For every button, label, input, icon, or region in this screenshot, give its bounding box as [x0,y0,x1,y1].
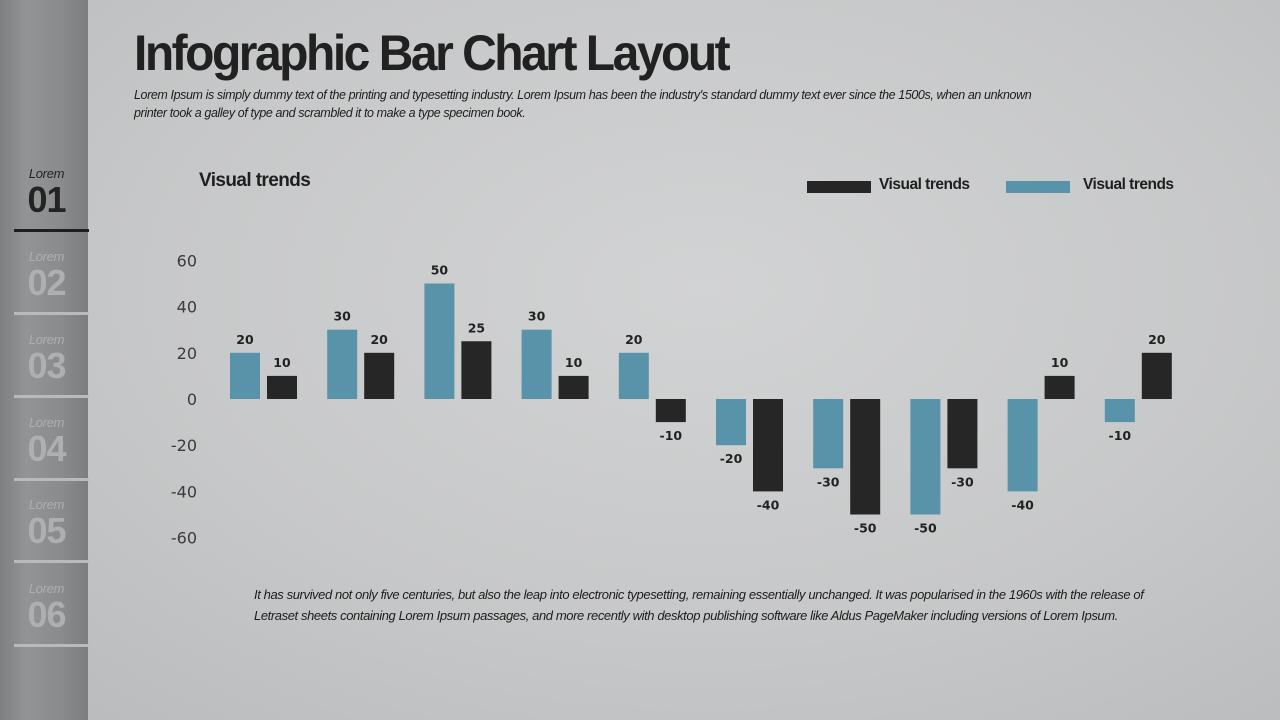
nav-item-number: 01 [27,179,66,220]
bar-blue [424,283,455,399]
y-tick-label: 0 [187,390,197,409]
bar-value-label: 20 [370,332,388,347]
bar-dark [655,399,686,423]
nav-item-number: 06 [27,594,66,635]
page-title: Infographic Bar Chart Layout [134,25,731,81]
y-tick-label: 20 [177,344,197,363]
bar-dark [1044,375,1075,399]
chart-title: Visual trends [199,170,311,191]
y-tick-label: -20 [171,436,197,455]
bar-value-label: -10 [1109,428,1132,443]
bar-blue [716,399,746,446]
nav-item-underline [14,644,89,647]
bar-value-label: 50 [431,263,449,278]
bar-value-label: 25 [468,320,485,335]
nav-item-05[interactable]: Lorem 05 [14,491,89,563]
bar-value-label: -40 [1011,497,1034,512]
bar-value-label: -30 [817,474,840,489]
nav-item-underline [14,229,89,232]
legend-swatch-blue [1006,181,1070,193]
nav-item-underline [14,312,89,315]
bar-value-label: 20 [1148,332,1166,347]
bar-dark [461,341,492,399]
bar-value-label: 10 [565,355,583,370]
y-tick-label: 40 [177,298,197,317]
nav-item-02[interactable]: Lorem 02 [14,243,89,315]
bar-value-label: -50 [914,521,937,536]
bar-blue [1007,399,1038,492]
bar-dark [558,375,589,399]
bar-dark [947,399,978,469]
bar-value-label: -40 [757,497,780,512]
footer-paragraph: It has survived not only five centuries,… [254,587,1144,623]
bar-value-label: -20 [720,451,743,466]
legend-swatch-dark [807,181,871,193]
sidebar-nav: Lorem 01 Lorem 02 Lorem 03 Lorem 04 Lore… [0,0,89,720]
bar-dark [850,399,881,515]
y-tick-label: -40 [171,482,197,501]
nav-item-label: Lorem [28,415,65,430]
bar-blue [618,352,649,399]
nav-item-number: 02 [27,262,66,303]
nav-item-label: Lorem [28,249,65,264]
legend-label: Visual trends [879,176,970,193]
bar-value-label: -30 [951,474,974,489]
nav-item-04[interactable]: Lorem 04 [14,409,89,481]
bar-value-label: 10 [273,355,291,370]
bar-blue [910,399,941,515]
y-tick-label: -60 [171,529,197,548]
nav-item-label: Lorem [28,581,65,596]
bar-blue [521,329,552,399]
nav-item-number: 05 [27,510,66,551]
bar-value-label: 30 [333,309,351,324]
bar-value-label: -10 [660,428,683,443]
nav-item-number: 03 [27,345,66,386]
bar-blue [1104,399,1135,423]
nav-item-label: Lorem [28,332,65,347]
bar-dark [364,352,395,399]
nav-item-underline [14,395,89,398]
nav-item-01[interactable]: Lorem 01 [14,160,89,232]
nav-item-number: 04 [27,428,66,469]
bar-value-label: -50 [854,521,877,536]
bar-value-label: 20 [625,332,643,347]
bar-value-label: 10 [1051,355,1069,370]
bar-blue [230,352,260,399]
nav-item-03[interactable]: Lorem 03 [14,326,89,398]
nav-item-underline [14,478,89,481]
bar-value-label: 30 [528,309,546,324]
bar-blue [327,329,358,399]
intro-paragraph: Lorem Ipsum is simply dummy text of the … [134,88,1032,120]
legend-label: Visual trends [1083,176,1174,193]
bar-dark [1141,352,1172,399]
bar-dark [267,375,297,399]
bar-value-label: 20 [236,332,254,347]
nav-item-label: Lorem [28,497,65,512]
bar-dark [753,399,783,492]
nav-item-06[interactable]: Lorem 06 [14,575,89,647]
nav-item-label: Lorem [28,166,65,181]
bar-blue [813,399,844,469]
nav-item-underline [14,560,89,563]
y-tick-label: 60 [177,251,197,270]
